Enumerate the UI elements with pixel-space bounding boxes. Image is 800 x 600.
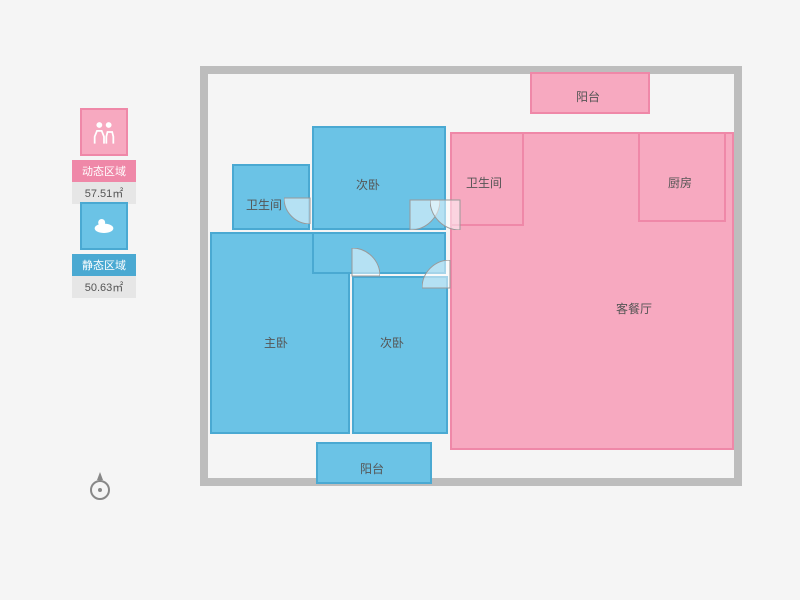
room-kitchen [638,132,726,222]
sofa-icon [80,202,128,250]
floorplan-canvas: 客餐厅阳台卫生间厨房阳台卫生间次卧主卧次卧 动态区域 57.51㎡ 静态区域 5… [0,0,800,600]
people-icon [80,108,128,156]
door-arc-4 [284,172,336,224]
legend-dynamic-value: 57.51㎡ [72,182,136,204]
legend-dynamic: 动态区域 57.51㎡ [72,108,136,204]
legend-static: 静态区域 50.63㎡ [72,202,136,298]
door-arc-2 [324,248,380,304]
room-balcony2 [316,442,432,484]
legend-static-value: 50.63㎡ [72,276,136,298]
legend-dynamic-title: 动态区域 [72,160,136,182]
door-arc-3 [422,260,478,316]
legend-static-title: 静态区域 [72,254,136,276]
room-balcony1 [530,72,650,114]
compass-icon [84,470,116,502]
door-arc-1 [430,170,490,230]
